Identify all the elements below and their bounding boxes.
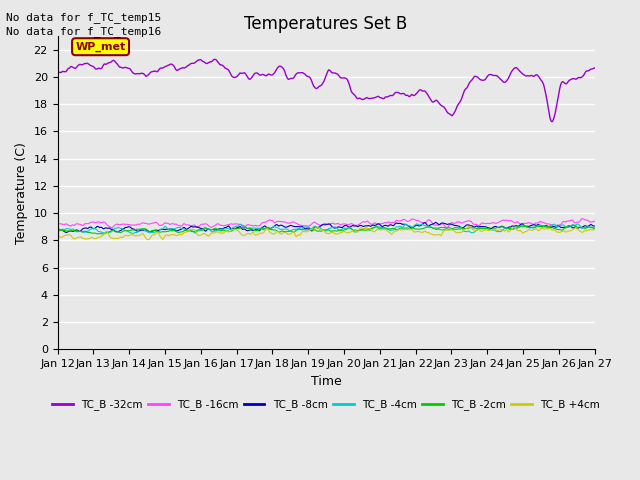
Legend: TC_B -32cm, TC_B -16cm, TC_B -8cm, TC_B -4cm, TC_B -2cm, TC_B +4cm: TC_B -32cm, TC_B -16cm, TC_B -8cm, TC_B … [48,395,604,415]
Title: Temperatures Set B: Temperatures Set B [244,15,408,33]
Text: No data for f_TC_temp16: No data for f_TC_temp16 [6,26,162,37]
Text: WP_met: WP_met [76,42,125,52]
Text: No data for f_TC_temp15: No data for f_TC_temp15 [6,12,162,23]
X-axis label: Time: Time [310,374,342,387]
Y-axis label: Temperature (C): Temperature (C) [15,142,28,243]
